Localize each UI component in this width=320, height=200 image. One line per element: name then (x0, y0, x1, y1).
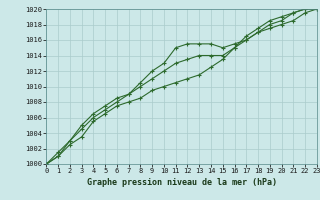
X-axis label: Graphe pression niveau de la mer (hPa): Graphe pression niveau de la mer (hPa) (87, 178, 276, 187)
